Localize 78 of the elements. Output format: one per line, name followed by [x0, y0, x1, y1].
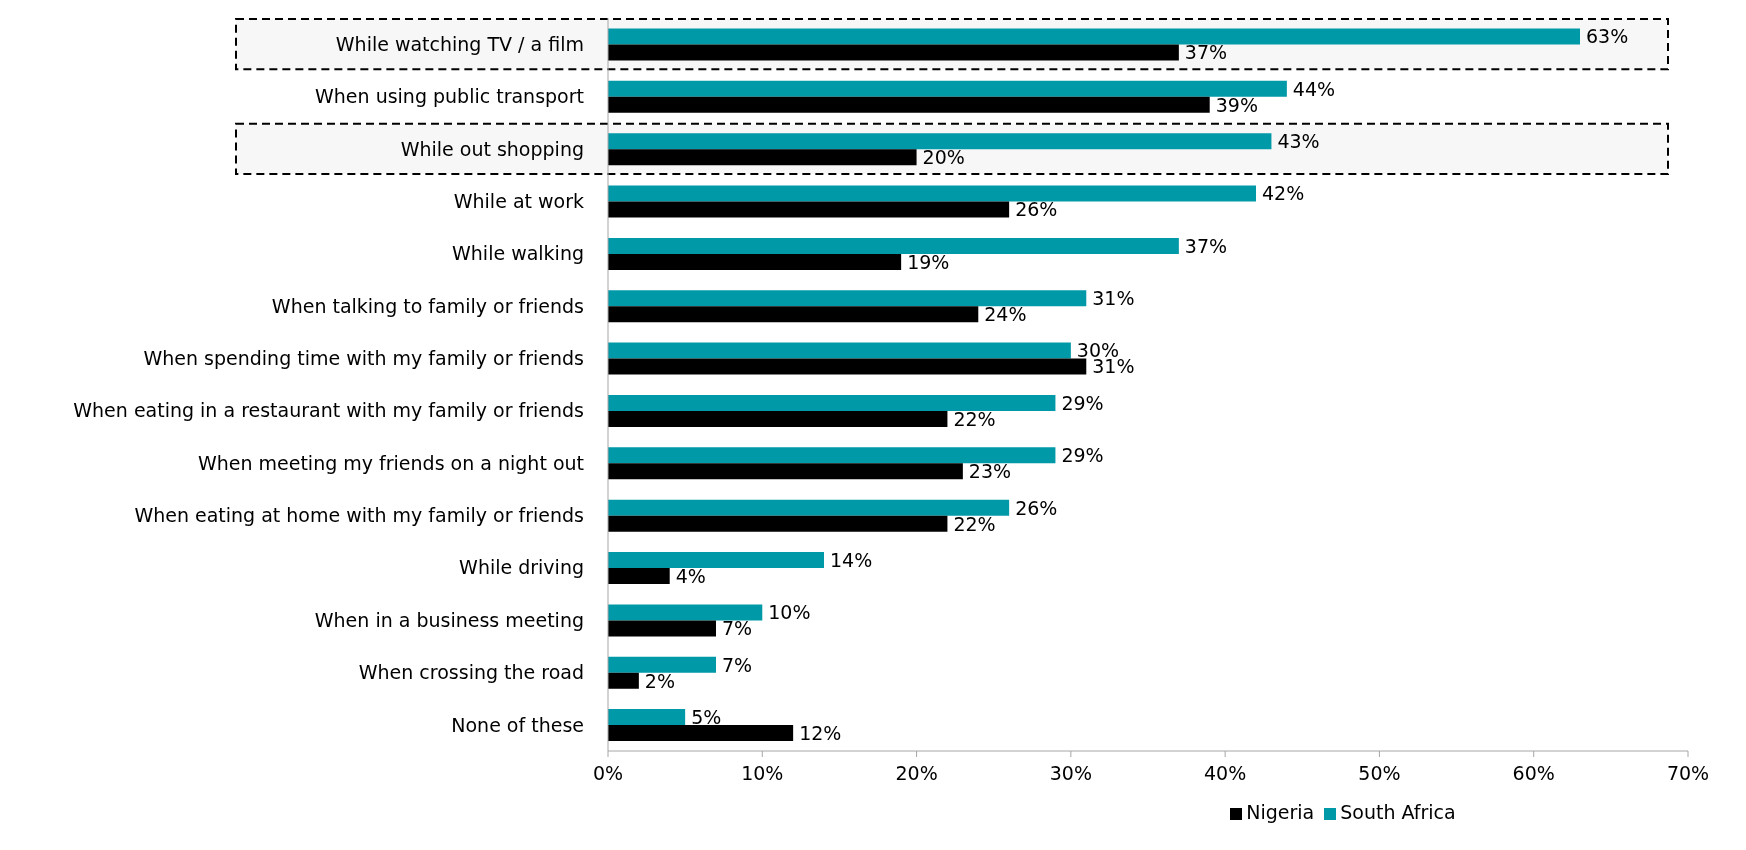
x-tick-label: 60% — [1512, 762, 1555, 785]
x-tick-label: 10% — [741, 762, 784, 785]
y-tick-label: None of these — [451, 713, 584, 736]
data-label: 31% — [1092, 287, 1135, 310]
data-label: 37% — [1184, 41, 1228, 64]
bar — [608, 96, 1210, 113]
x-tick-label: 30% — [1049, 762, 1092, 785]
bar — [608, 44, 1179, 61]
data-label: 19% — [907, 250, 950, 273]
bar — [608, 499, 1010, 516]
y-tick-label: When using public transport — [315, 85, 584, 108]
data-label: 42% — [1262, 182, 1305, 205]
data-label: 23% — [968, 460, 1012, 483]
data-label: 14% — [830, 548, 873, 571]
bar — [608, 149, 917, 166]
bar — [608, 253, 902, 270]
y-tick-label: When meeting my friends on a night out — [197, 451, 584, 474]
data-label: 24% — [984, 303, 1027, 326]
data-label: 12% — [799, 721, 842, 744]
y-tick-label: While driving — [459, 556, 584, 579]
data-label: 43% — [1277, 130, 1320, 153]
data-label: 37% — [1184, 234, 1228, 257]
bar — [608, 620, 716, 637]
data-label: 22% — [953, 407, 996, 430]
y-tick-label: While walking — [452, 242, 584, 265]
y-tick-label: When spending time with my family or friends — [143, 347, 584, 370]
y-tick-label: When eating at home with my family or friends — [134, 504, 584, 527]
data-label: 20% — [922, 146, 965, 169]
data-label: 5% — [691, 705, 722, 728]
y-tick-label: While watching TV / a film — [335, 32, 584, 55]
bar — [608, 552, 824, 569]
bar — [608, 410, 948, 427]
y-tick-label: When crossing the road — [358, 661, 584, 684]
data-label: 26% — [1015, 496, 1058, 519]
y-tick-label: When in a business meeting — [314, 608, 584, 631]
bar — [608, 725, 794, 742]
bar — [608, 185, 1256, 202]
x-tick-label: 20% — [895, 762, 938, 785]
data-label: 39% — [1215, 93, 1258, 116]
data-label: 4% — [675, 564, 706, 587]
x-tick-label: 50% — [1358, 762, 1401, 785]
bar — [608, 358, 1087, 375]
data-label: 44% — [1292, 77, 1336, 100]
x-tick-label: 70% — [1666, 762, 1710, 785]
bar — [608, 604, 763, 621]
bar — [608, 709, 686, 726]
bar — [608, 656, 716, 673]
bar — [608, 568, 670, 585]
bar — [608, 447, 1056, 464]
y-tick-label: While out shopping — [400, 137, 584, 160]
bar — [608, 394, 1056, 411]
bar — [608, 672, 639, 689]
x-tick-label: 0% — [592, 762, 624, 785]
data-label: 22% — [953, 512, 996, 535]
bar — [608, 515, 948, 532]
data-label: 29% — [1061, 391, 1104, 414]
data-label: 10% — [768, 601, 811, 624]
x-tick-label: 40% — [1204, 762, 1247, 785]
data-label: 2% — [644, 669, 676, 692]
bar — [608, 342, 1071, 359]
data-label: 63% — [1586, 25, 1629, 48]
data-label: 26% — [1015, 198, 1058, 221]
bar — [608, 290, 1087, 307]
bar — [608, 463, 963, 480]
y-tick-label: When talking to family or friends — [271, 294, 584, 317]
y-tick-label: While at work — [453, 189, 584, 212]
bar — [608, 80, 1287, 97]
data-label: 29% — [1061, 444, 1104, 467]
legend-label: Nigeria — [1246, 801, 1315, 823]
bar — [608, 28, 1580, 45]
bar — [608, 201, 1010, 218]
bar — [608, 306, 979, 323]
bar — [608, 237, 1179, 254]
legend-label: South Africa — [1340, 801, 1456, 823]
bar — [608, 133, 1272, 150]
data-label: 7% — [722, 617, 753, 640]
data-label: 7% — [722, 653, 753, 676]
y-tick-label: When eating in a restaurant with my family or friends — [73, 399, 584, 422]
